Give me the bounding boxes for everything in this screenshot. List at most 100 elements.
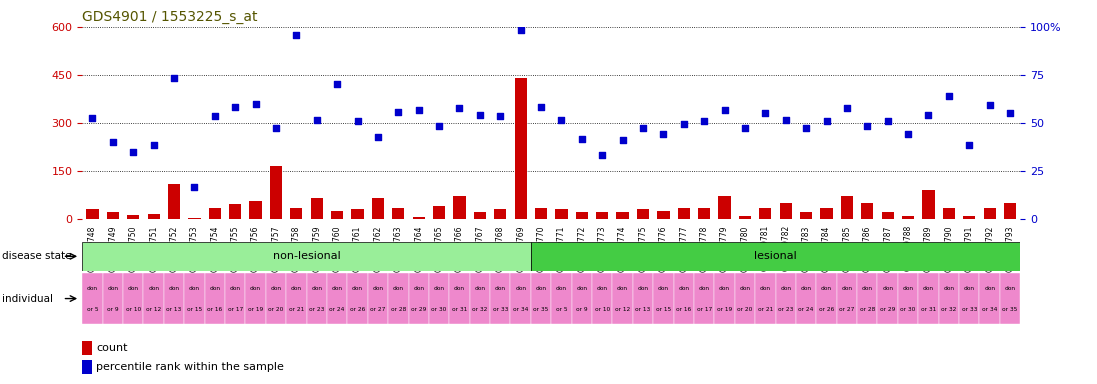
- Text: GDS4901 / 1553225_s_at: GDS4901 / 1553225_s_at: [82, 10, 258, 25]
- Text: disease state: disease state: [2, 251, 71, 262]
- Bar: [963, 216, 975, 219]
- Text: or 21: or 21: [289, 308, 304, 313]
- Text: don: don: [210, 286, 220, 291]
- Bar: [225, 273, 246, 324]
- Point: [695, 118, 713, 124]
- Text: don: don: [760, 286, 771, 291]
- Bar: [633, 273, 653, 324]
- Point: [859, 123, 877, 129]
- Bar: [367, 273, 388, 324]
- Point: [104, 139, 122, 145]
- Text: or 28: or 28: [391, 308, 406, 313]
- Point: [593, 152, 611, 158]
- Bar: [837, 273, 857, 324]
- Bar: [939, 273, 959, 324]
- Text: don: don: [433, 286, 444, 291]
- Text: count: count: [97, 343, 128, 353]
- Text: don: don: [516, 286, 527, 291]
- Point: [185, 184, 203, 190]
- Bar: [310, 198, 323, 219]
- Point: [900, 131, 917, 137]
- Text: don: don: [535, 286, 546, 291]
- Bar: [653, 273, 674, 324]
- Point: [919, 112, 937, 118]
- Point: [817, 118, 835, 124]
- Point: [532, 104, 550, 110]
- Text: or 5: or 5: [87, 308, 99, 313]
- Point: [349, 118, 366, 124]
- Text: or 34: or 34: [513, 308, 529, 313]
- Bar: [144, 273, 163, 324]
- Point: [655, 131, 672, 137]
- Bar: [291, 208, 303, 219]
- Point: [879, 118, 896, 124]
- Text: don: don: [1005, 286, 1016, 291]
- Text: don: don: [821, 286, 832, 291]
- Text: or 35: or 35: [1003, 308, 1018, 313]
- Bar: [433, 206, 445, 219]
- Point: [410, 107, 428, 113]
- Text: or 35: or 35: [533, 308, 548, 313]
- Point: [430, 123, 448, 129]
- Bar: [637, 209, 649, 219]
- Bar: [246, 273, 265, 324]
- Point: [124, 149, 142, 155]
- Bar: [184, 273, 205, 324]
- Text: or 17: or 17: [697, 308, 712, 313]
- Bar: [106, 212, 118, 219]
- Text: or 9: or 9: [576, 308, 588, 313]
- Bar: [576, 212, 588, 219]
- Text: or 10: or 10: [126, 308, 140, 313]
- Bar: [555, 209, 567, 219]
- Bar: [393, 208, 405, 219]
- Text: don: don: [495, 286, 506, 291]
- Bar: [331, 211, 343, 219]
- Text: don: don: [984, 286, 995, 291]
- Bar: [612, 273, 633, 324]
- Text: or 31: or 31: [920, 308, 936, 313]
- Bar: [470, 273, 490, 324]
- Point: [757, 110, 774, 116]
- Bar: [306, 273, 327, 324]
- Text: or 19: or 19: [248, 308, 263, 313]
- Bar: [942, 208, 955, 219]
- Point: [83, 115, 101, 121]
- Bar: [87, 209, 99, 219]
- Bar: [857, 273, 878, 324]
- Text: or 33: or 33: [962, 308, 977, 313]
- Text: don: don: [474, 286, 485, 291]
- Text: don: don: [414, 286, 425, 291]
- Point: [370, 134, 387, 140]
- Text: don: don: [556, 286, 567, 291]
- Text: or 12: or 12: [146, 308, 161, 313]
- Text: don: don: [862, 286, 873, 291]
- Bar: [984, 208, 996, 219]
- Text: don: don: [943, 286, 954, 291]
- Text: or 32: or 32: [472, 308, 487, 313]
- Text: or 13: or 13: [635, 308, 651, 313]
- Bar: [882, 212, 894, 219]
- Bar: [249, 201, 262, 219]
- Text: don: don: [393, 286, 404, 291]
- Point: [634, 124, 652, 131]
- Bar: [348, 273, 367, 324]
- Text: don: don: [903, 286, 914, 291]
- Bar: [840, 197, 853, 219]
- Text: or 12: or 12: [615, 308, 631, 313]
- Bar: [286, 273, 306, 324]
- Bar: [861, 203, 873, 219]
- Bar: [657, 211, 669, 219]
- Point: [798, 124, 815, 131]
- Point: [247, 101, 264, 107]
- Text: don: don: [882, 286, 893, 291]
- Bar: [388, 273, 408, 324]
- Text: or 32: or 32: [941, 308, 957, 313]
- Point: [471, 112, 488, 118]
- Text: don: don: [108, 286, 118, 291]
- Bar: [918, 273, 939, 324]
- Text: or 26: or 26: [818, 308, 834, 313]
- Bar: [759, 208, 771, 219]
- Bar: [923, 190, 935, 219]
- Text: or 23: or 23: [778, 308, 793, 313]
- Bar: [82, 242, 531, 271]
